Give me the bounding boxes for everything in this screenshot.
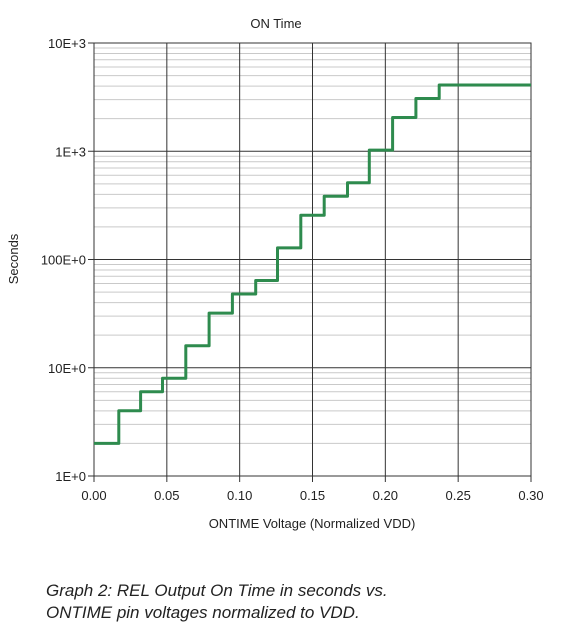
y-tick-label: 10E+0 — [48, 361, 86, 376]
y-tick-label: 100E+0 — [41, 253, 86, 268]
on-time-chart: ON Time 1E+0 10E+0 100E+0 1E+3 10E+3 0.00 0.05… — [6, 16, 544, 531]
x-tick-label: 0.20 — [373, 488, 398, 503]
series-layer — [94, 83, 531, 445]
y-tick-label: 1E+3 — [55, 144, 86, 159]
x-axis-label: ONTIME Voltage (Normalized VDD) — [209, 516, 416, 531]
tick-labels: 1E+0 10E+0 100E+0 1E+3 10E+3 0.00 0.05 0.10 0.15… — [41, 36, 544, 503]
y-tick-label: 10E+3 — [48, 36, 86, 51]
y-axis-label: Seconds — [6, 233, 21, 284]
x-tick-label: 0.25 — [446, 488, 471, 503]
x-tick-label: 0.05 — [154, 488, 179, 503]
x-tick-label: 0.10 — [227, 488, 252, 503]
x-tick-label: 0.30 — [518, 488, 543, 503]
y-tick-label: 1E+0 — [55, 469, 86, 484]
x-tick-label: 0.00 — [81, 488, 106, 503]
plot-frame — [93, 42, 532, 477]
caption-line-2: ONTIME pin voltages normalized to VDD. — [46, 603, 360, 622]
step-line-series — [94, 83, 531, 445]
caption-line-1: Graph 2: REL Output On Time in seconds v… — [46, 581, 388, 600]
chart-title: ON Time — [250, 16, 301, 31]
x-tick-label: 0.15 — [300, 488, 325, 503]
axes — [93, 42, 532, 477]
figure-caption: Graph 2: REL Output On Time in seconds v… — [46, 580, 566, 624]
grid — [88, 42, 532, 482]
